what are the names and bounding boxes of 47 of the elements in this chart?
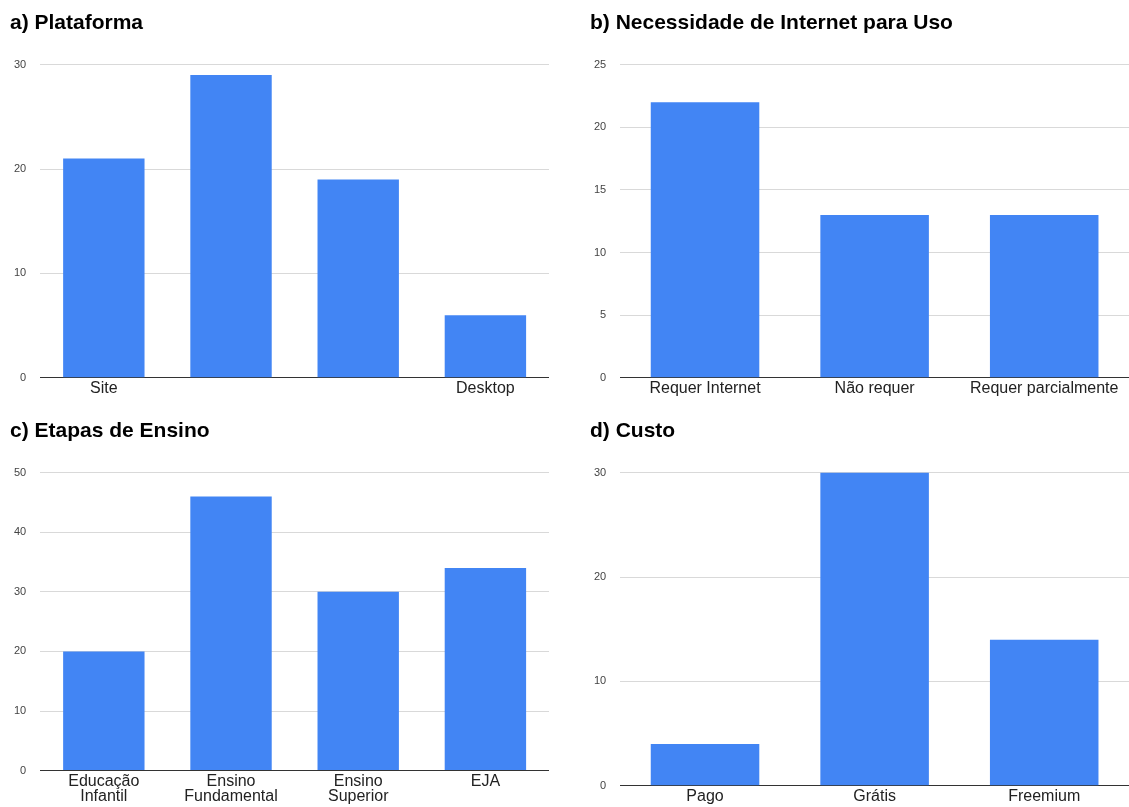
bar [190, 75, 272, 378]
bar [190, 496, 272, 771]
x-tick-label: Ensino Superior [327, 771, 390, 804]
y-tick-label: 10 [593, 245, 607, 258]
bar [444, 315, 527, 378]
y-tick-label: 5 [600, 308, 607, 321]
bar [650, 744, 760, 786]
y-tick-label: 30 [593, 465, 607, 478]
x-tick-label: Desktop [456, 378, 515, 396]
y-tick-label: 50 [13, 465, 27, 478]
y-tick-label: 20 [13, 644, 27, 657]
y-tick-label: 20 [593, 120, 607, 133]
x-tick-label: Requer Internet [649, 378, 762, 396]
y-tick-label: 0 [600, 370, 607, 383]
bar [444, 567, 527, 771]
chart-title: a) Plataforma [10, 10, 144, 34]
y-tick-label: 0 [20, 763, 27, 776]
bar [820, 472, 929, 786]
bar [63, 651, 145, 771]
x-tick-label: Requer parcialmente [969, 378, 1119, 396]
bar [63, 158, 145, 378]
x-tick-label: Pago [686, 786, 724, 804]
y-tick-label: 30 [13, 584, 27, 597]
x-tick-label: Freemium [1008, 786, 1081, 804]
x-tick-label: Ensino Fundamental [184, 771, 278, 804]
y-tick-label: 30 [13, 57, 27, 70]
y-tick-label: 25 [593, 57, 607, 70]
y-tick-label: 40 [13, 525, 27, 538]
bar [317, 591, 399, 771]
chart-title: c) Etapas de Ensino [10, 418, 210, 442]
x-tick-label: Site [90, 378, 118, 396]
x-tick-label: EJA [470, 771, 501, 789]
bar [317, 179, 399, 378]
y-tick-label: 0 [600, 778, 607, 791]
x-tick-label: Educação Infantil [68, 771, 140, 804]
chart-title: d) Custo [590, 418, 676, 442]
y-tick-label: 0 [20, 370, 27, 383]
bar [989, 639, 1099, 786]
chart-title: b) Necessidade de Internet para Uso [590, 10, 953, 34]
y-tick-label: 10 [593, 674, 607, 687]
x-tick-label: Grátis [853, 786, 896, 804]
y-tick-label: 20 [593, 570, 607, 583]
y-tick-label: 20 [13, 162, 27, 175]
x-tick-label: Não requer [834, 378, 916, 396]
y-tick-label: 10 [13, 266, 27, 279]
y-tick-label: 10 [13, 704, 27, 717]
y-tick-label: 15 [593, 182, 607, 195]
